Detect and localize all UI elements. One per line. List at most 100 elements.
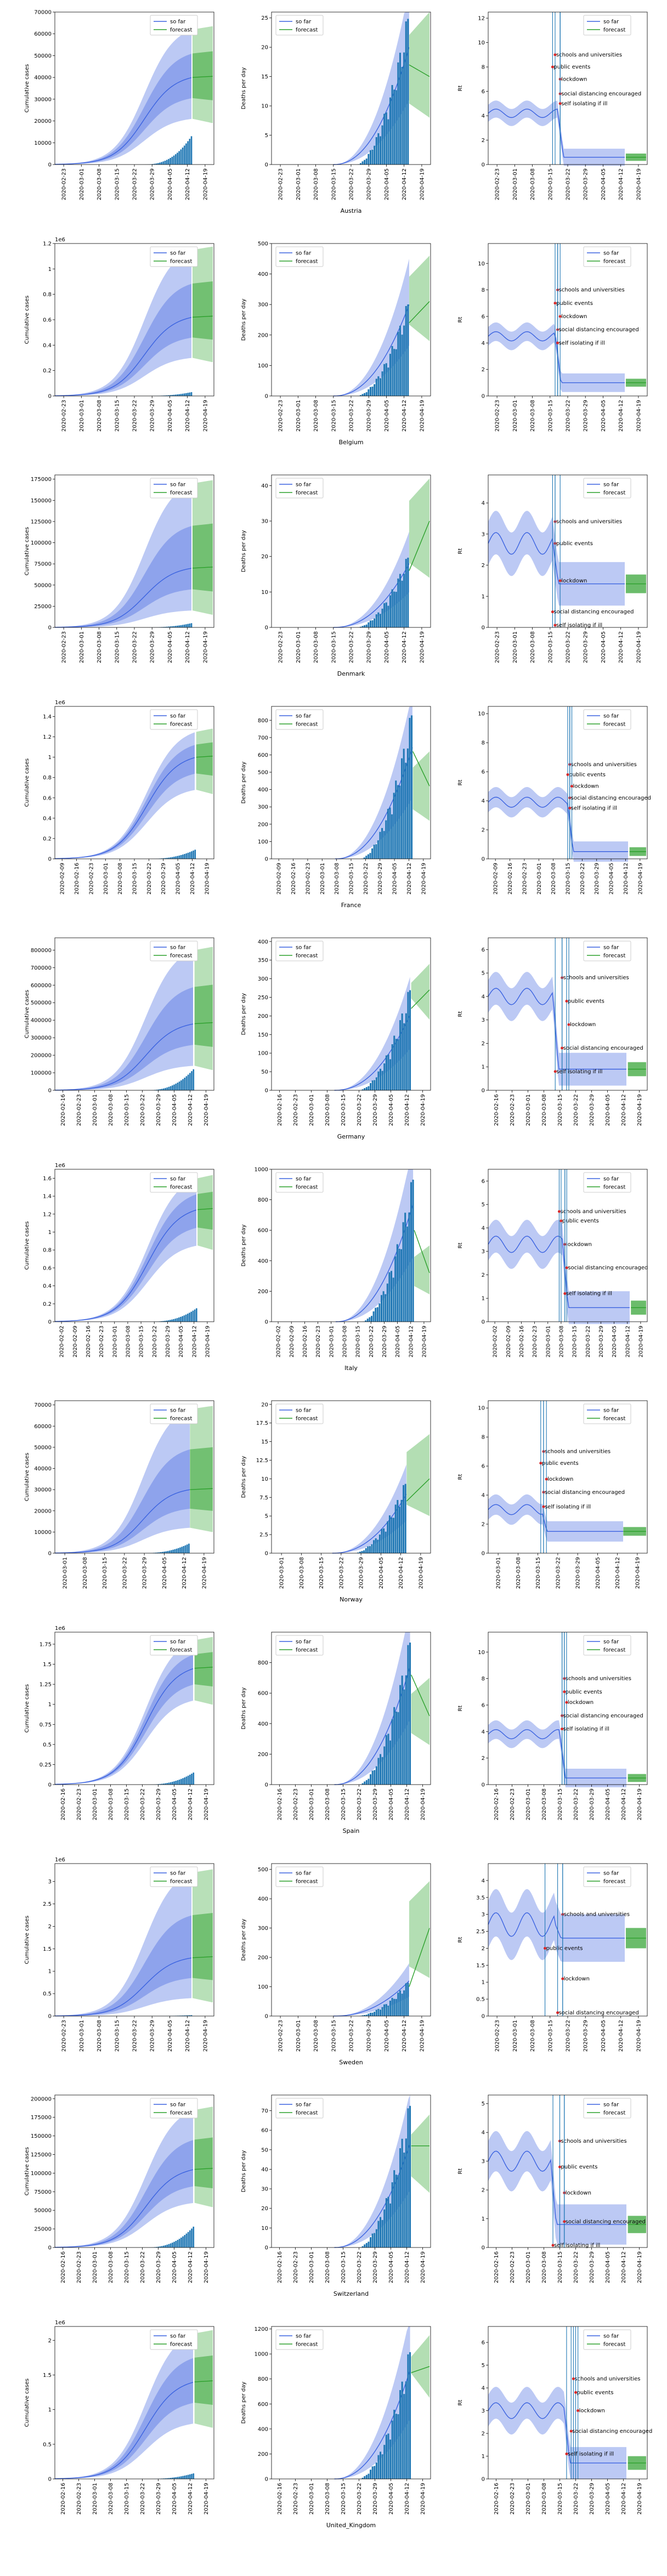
y-axis-label: Deaths per day [241, 762, 247, 804]
cases-reported-bar [184, 854, 185, 859]
deaths-reported-bar [404, 1484, 406, 1553]
deaths-reported-bar [381, 1295, 383, 1322]
deaths-credible-band [335, 706, 412, 859]
deaths-reported-bar [412, 1180, 414, 1322]
axes-frame [271, 1169, 431, 1322]
rt-chart-germany: schools and universities public events loc… [457, 937, 648, 1126]
cases-reported-bar [165, 1783, 166, 1785]
y-tick-label: 0.2 [43, 368, 52, 374]
cases-reported-bar [182, 393, 184, 396]
plot-area: schools and universities public events loc… [457, 243, 648, 432]
cases-reported-bar [158, 1552, 160, 1553]
x-tick-label: 2020-03-22 [566, 631, 572, 663]
axes-frame [271, 1400, 431, 1554]
y-tick-label: 4 [482, 799, 485, 805]
y-tick-label: 10 [261, 1476, 268, 1482]
cases-forecast-inner [196, 742, 213, 776]
legend-box [583, 478, 631, 499]
x-tick-label: 2020-03-15 [124, 2483, 130, 2515]
x-tick-label: 2020-03-08 [313, 168, 319, 200]
deaths-reported-bar [375, 2229, 377, 2247]
legend-box [275, 1403, 324, 1424]
x-tick-label: 2020-04-12 [404, 2251, 410, 2283]
deaths-median-line [336, 1203, 414, 1322]
y-tick-label: 125000 [31, 519, 52, 525]
deaths-reported-bar [397, 2175, 399, 2247]
legend-label-forecast: forecast [603, 953, 626, 959]
country-label: Sweden [339, 2059, 363, 2066]
y-tick-label: 700 [258, 735, 268, 741]
deaths-reported-bar [393, 1707, 395, 1785]
cases-median-line [54, 77, 192, 165]
y-axis-label: Rt [457, 1937, 463, 1943]
x-tick-label: 2020-03-22 [357, 1094, 363, 1126]
x-tick-label: 2020-03-29 [575, 1557, 581, 1589]
x-tick-label: 2020-04-05 [595, 1557, 601, 1589]
deaths-reported-bar [361, 161, 364, 165]
legend-label-forecast: forecast [170, 1879, 193, 1885]
legend: so far forecast [150, 1403, 198, 1424]
deaths-reported-bar [370, 1774, 372, 1785]
deaths-reported-bar [397, 332, 399, 396]
deaths-reported-bar [368, 1779, 370, 1785]
y-multiplier: 1e6 [55, 1163, 65, 1169]
cases-reported-bar [182, 2476, 184, 2479]
legend-box [583, 246, 631, 267]
x-tick-label: 2020-03-29 [583, 631, 589, 663]
x-tick-label: 2020-04-12 [402, 2020, 408, 2052]
y-tick-label: 0 [482, 162, 485, 168]
x-tick-label: 2020-04-12 [621, 1788, 627, 1820]
y-tick-label: 300 [258, 302, 268, 308]
x-tick-label: 2020-04-12 [621, 2251, 627, 2283]
rt-intervention-marker [574, 2391, 577, 2394]
y-tick-label: 8 [482, 1435, 485, 1441]
rt-intervention-label: schools and universities [559, 287, 625, 293]
deaths-reported-bar [359, 1552, 361, 1553]
rt-median-line [488, 1912, 625, 1939]
rt-intervention-label: social distancing encouraged [572, 2428, 652, 2435]
x-tick-label: 2020-03-15 [341, 1094, 347, 1126]
y-tick-label: 200 [258, 1289, 268, 1295]
deaths-reported-bar [359, 395, 361, 396]
x-tick-label: 2020-03-29 [372, 2251, 378, 2283]
deaths-reported-bar [377, 2221, 380, 2247]
rt-intervention-label: self isolating if ill [556, 622, 602, 629]
y-tick-label: 50000 [34, 2208, 52, 2214]
cases-reported-bar [163, 1552, 165, 1553]
y-axis-label: Cumulative cases [24, 527, 30, 575]
x-tick-label: 2020-02-23 [495, 2020, 501, 2052]
x-tick-label: 2020-04-05 [176, 863, 182, 894]
y-tick-label: 0 [48, 625, 52, 631]
x-tick-label: 2020-04-19 [421, 863, 427, 894]
cases-inner-band [55, 284, 191, 396]
rt-intervention-label: public events [568, 998, 604, 1004]
deaths-reported-bar [397, 2414, 399, 2479]
cases-chart-united_kingdom: 0 0.5 1 1.5 2 1e6 Cumulative cases 2020-02-16 20… [24, 2320, 214, 2515]
deaths-reported-bar [387, 2006, 389, 2016]
y-tick-label: 2 [482, 828, 485, 834]
deaths-reported-bar [406, 748, 409, 859]
y-tick-label: 0.5 [43, 1742, 52, 1748]
y-tick-label: 60000 [34, 1424, 52, 1430]
x-tick-label: 2020-03-22 [369, 1326, 375, 1357]
y-tick-label: 100 [258, 363, 268, 369]
x-tick-label: 2020-03-22 [573, 2251, 579, 2283]
y-tick-label: 1 [48, 267, 52, 273]
x-tick-label: 2020-04-05 [388, 1788, 394, 1820]
x-tick-label: 2020-04-05 [388, 1094, 394, 1126]
axes-frame [271, 2094, 431, 2248]
cases-reported-bar [193, 850, 194, 859]
y-tick-label: 200 [258, 1955, 268, 1961]
deaths-reported-bar [387, 808, 389, 859]
cases-reported-bar [187, 2232, 189, 2247]
deaths-forecast-line [414, 1230, 430, 1273]
legend-box [150, 246, 198, 267]
y-axis-label: Cumulative cases [24, 64, 30, 112]
y-tick-label: 0.6 [43, 318, 52, 324]
deaths-reported-bar [371, 386, 374, 396]
y-tick-label: 0.75 [39, 1722, 52, 1728]
x-tick-label: 2020-03-15 [114, 400, 120, 432]
deaths-reported-bar [383, 1746, 386, 1785]
y-tick-label: 25 [261, 15, 268, 21]
y-tick-label: 2 [482, 1756, 485, 1762]
